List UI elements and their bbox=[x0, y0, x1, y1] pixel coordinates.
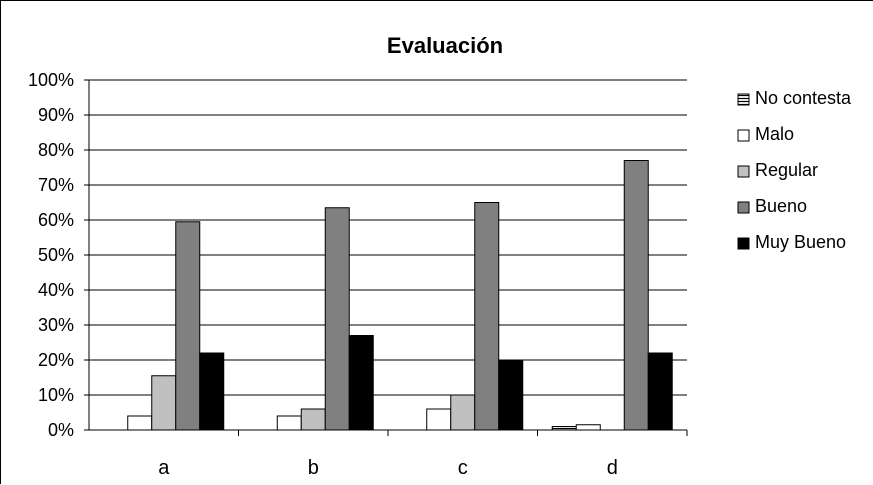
legend-swatch bbox=[737, 129, 750, 142]
bar-bueno-d bbox=[623, 160, 649, 431]
legend-swatch bbox=[737, 237, 750, 250]
bar-muy-bueno-c bbox=[498, 359, 524, 431]
bar-muy-bueno-a bbox=[199, 352, 225, 431]
legend-swatch bbox=[737, 201, 750, 214]
legend-label: No contesta bbox=[755, 88, 852, 108]
x-category-label: a bbox=[158, 457, 170, 479]
bar-malo-b bbox=[276, 415, 302, 431]
legend-swatch bbox=[737, 93, 750, 106]
y-tick-label: 30% bbox=[38, 315, 74, 335]
bar-no-contesta-d bbox=[551, 426, 577, 431]
x-category-label: d bbox=[607, 457, 618, 479]
bar-regular-b bbox=[300, 408, 326, 431]
legend: No contesta Malo Regular Bueno Muy Bueno bbox=[737, 88, 852, 252]
y-tick-label: 100% bbox=[28, 70, 74, 90]
bar-bueno-b bbox=[324, 207, 350, 431]
y-tick-label: 70% bbox=[38, 175, 74, 195]
bar-malo-d bbox=[575, 424, 601, 431]
y-tick-label: 90% bbox=[38, 105, 74, 125]
x-category-label: b bbox=[308, 457, 319, 479]
bar-muy-bueno-d bbox=[647, 352, 673, 431]
y-tick-label: 0% bbox=[48, 420, 74, 440]
y-tick-label: 40% bbox=[38, 280, 74, 300]
bar-malo-a bbox=[127, 415, 153, 431]
bar-malo-c bbox=[426, 408, 452, 431]
bar-bueno-a bbox=[175, 221, 201, 431]
y-tick-label: 80% bbox=[38, 140, 74, 160]
bar-regular-c bbox=[450, 394, 476, 431]
legend-swatch bbox=[737, 165, 750, 178]
legend-label: Muy Bueno bbox=[755, 232, 846, 252]
y-tick-label: 50% bbox=[38, 245, 74, 265]
bar-regular-a bbox=[151, 375, 177, 431]
bar-muy-bueno-b bbox=[348, 335, 374, 431]
legend-label: Regular bbox=[755, 160, 818, 180]
bar-bueno-c bbox=[474, 202, 500, 431]
chart-title: Evaluación bbox=[387, 33, 503, 58]
legend-label: Malo bbox=[755, 124, 794, 144]
legend-label: Bueno bbox=[755, 196, 807, 216]
y-tick-label: 10% bbox=[38, 385, 74, 405]
y-tick-label: 20% bbox=[38, 350, 74, 370]
x-category-label: c bbox=[458, 457, 468, 479]
y-tick-label: 60% bbox=[38, 210, 74, 230]
